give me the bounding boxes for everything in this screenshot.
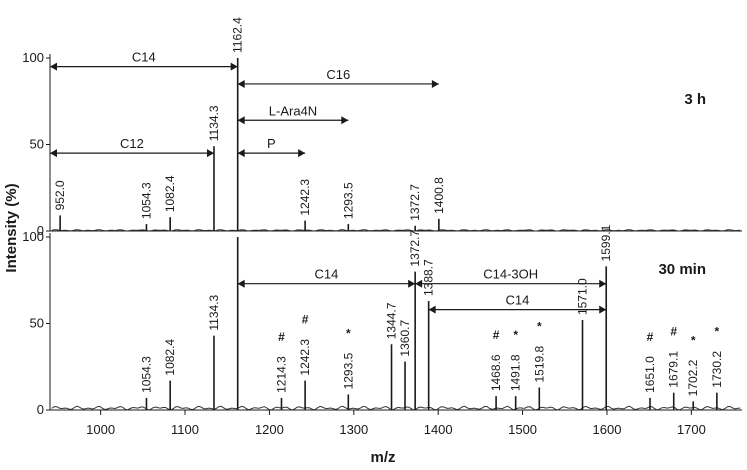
arrow-head-left xyxy=(50,149,57,158)
x-tick-label: 1500 xyxy=(508,422,537,437)
peak-label: 1360.7 xyxy=(398,320,412,357)
peak-label: 1571.0 xyxy=(576,278,590,315)
y-axis-title: Intensity (%) xyxy=(3,183,20,272)
noise-trace xyxy=(51,405,741,411)
peak-label: 1372.7 xyxy=(408,184,422,221)
peak-label: 1293.5 xyxy=(341,182,355,219)
arrow-head-right xyxy=(230,62,238,71)
arrow-head-left xyxy=(237,279,245,288)
peak-label: 1293.5 xyxy=(341,352,355,389)
arrow-head-left xyxy=(428,305,436,314)
arrow-head-right xyxy=(298,149,306,158)
x-tick-label: 1000 xyxy=(86,422,115,437)
panel-label: 30 min xyxy=(658,261,706,278)
peak-label: 1082.4 xyxy=(163,339,177,376)
annotation-arrow: C16 xyxy=(237,67,439,88)
y-tick-label: 0 xyxy=(37,223,44,238)
peak-label: 1372.7 xyxy=(408,230,422,267)
peak-marker: * xyxy=(691,333,696,347)
annotation-arrow: C12 xyxy=(50,136,214,158)
peak-label: 1388.7 xyxy=(422,259,436,296)
peak-marker: # xyxy=(302,313,309,327)
y-tick-label: 50 xyxy=(30,316,44,331)
arrow-head-left xyxy=(415,279,423,288)
peak-label: 1242.3 xyxy=(298,339,312,376)
arrow-head-right xyxy=(341,116,349,125)
y-tick-label: 100 xyxy=(22,229,44,244)
peak-label: 1679.1 xyxy=(667,351,681,388)
peak-label: 1344.7 xyxy=(385,302,399,339)
peak-marker: * xyxy=(537,320,542,334)
arrow-head-left xyxy=(237,116,245,125)
annotation-arrow: C14-3OH xyxy=(415,267,607,288)
x-tick-label: 1400 xyxy=(424,422,453,437)
peak-marker: * xyxy=(346,326,351,340)
annotation-label: C14 xyxy=(314,267,338,282)
peak-label: 1214.3 xyxy=(274,356,288,393)
annotation-label: C14-3OH xyxy=(483,267,538,282)
annotation-label: C14 xyxy=(506,293,530,308)
peak-label: 1519.8 xyxy=(532,345,546,382)
panel-1: 0 50 100 1054.3 1082.4 1134.3 1214.3 #1242.3 #12… xyxy=(22,224,742,417)
x-axis: 1000 1100 1200 1300 1400 1500 1600 1700 xyxy=(86,410,706,437)
annotation-arrow: L-Ara4N xyxy=(237,103,349,125)
peak-marker: # xyxy=(670,325,677,339)
annotation-arrow: C14 xyxy=(50,50,238,71)
annotation-arrow: P xyxy=(237,136,306,158)
annotation-arrow: C14 xyxy=(428,293,607,314)
peak-label: 1054.3 xyxy=(139,356,153,393)
annotation-label: L-Ara4N xyxy=(269,103,317,118)
panel-0: 0 50 100 952.0 1054.3 1082.4 1134.3 1162.4 1242.… xyxy=(22,17,742,238)
peak-label: 1599.1 xyxy=(599,224,613,261)
peak-marker: * xyxy=(715,325,720,339)
peak-marker: # xyxy=(647,330,654,344)
arrow-head-right xyxy=(431,79,439,88)
y-tick-label: 50 xyxy=(30,137,44,152)
y-tick-label: 0 xyxy=(37,402,44,417)
annotation-arrow: C14 xyxy=(237,267,416,288)
peak-label: 1651.0 xyxy=(643,356,657,393)
arrow-head-right xyxy=(599,279,607,288)
peak-label: 1702.2 xyxy=(686,359,700,396)
x-tick-label: 1600 xyxy=(593,422,622,437)
peak-label: 1400.8 xyxy=(432,177,446,214)
arrow-head-right xyxy=(599,305,607,314)
peak-label: 1162.4 xyxy=(231,17,245,53)
x-tick-label: 1100 xyxy=(171,422,199,437)
arrow-head-left xyxy=(237,149,245,158)
x-tick-label: 1700 xyxy=(677,422,706,437)
y-tick-label: 100 xyxy=(22,50,44,65)
spectrum-panels: 0 50 100 952.0 1054.3 1082.4 1134.3 1162.4 1242.… xyxy=(22,17,742,417)
arrow-head-left xyxy=(50,62,57,71)
peak-label: 1730.2 xyxy=(710,351,724,388)
peak-label: 1134.3 xyxy=(207,294,221,330)
peak-label: 1242.3 xyxy=(298,179,312,216)
x-tick-label: 1200 xyxy=(255,422,284,437)
annotation-label: C12 xyxy=(120,136,144,151)
annotation-label: P xyxy=(267,136,276,151)
panel-label: 3 h xyxy=(684,91,706,108)
peak-label: 1054.3 xyxy=(139,182,153,219)
peak-label: 952.0 xyxy=(53,180,67,210)
peak-label: 1491.8 xyxy=(509,354,523,391)
x-axis-title: m/z xyxy=(370,449,395,466)
arrow-head-left xyxy=(237,79,245,88)
arrow-head-right xyxy=(206,149,214,158)
peak-label: 1082.4 xyxy=(163,175,177,212)
peak-label: 1468.6 xyxy=(489,354,503,391)
noise-trace xyxy=(51,229,741,232)
peak-marker: # xyxy=(493,328,500,342)
annotation-label: C16 xyxy=(326,67,350,82)
arrow-head-right xyxy=(408,279,416,288)
annotation-label: C14 xyxy=(132,50,156,65)
x-tick-label: 1300 xyxy=(339,422,368,437)
peak-marker: # xyxy=(278,330,285,344)
peak-label: 1134.3 xyxy=(207,105,221,141)
peak-marker: * xyxy=(513,328,518,342)
